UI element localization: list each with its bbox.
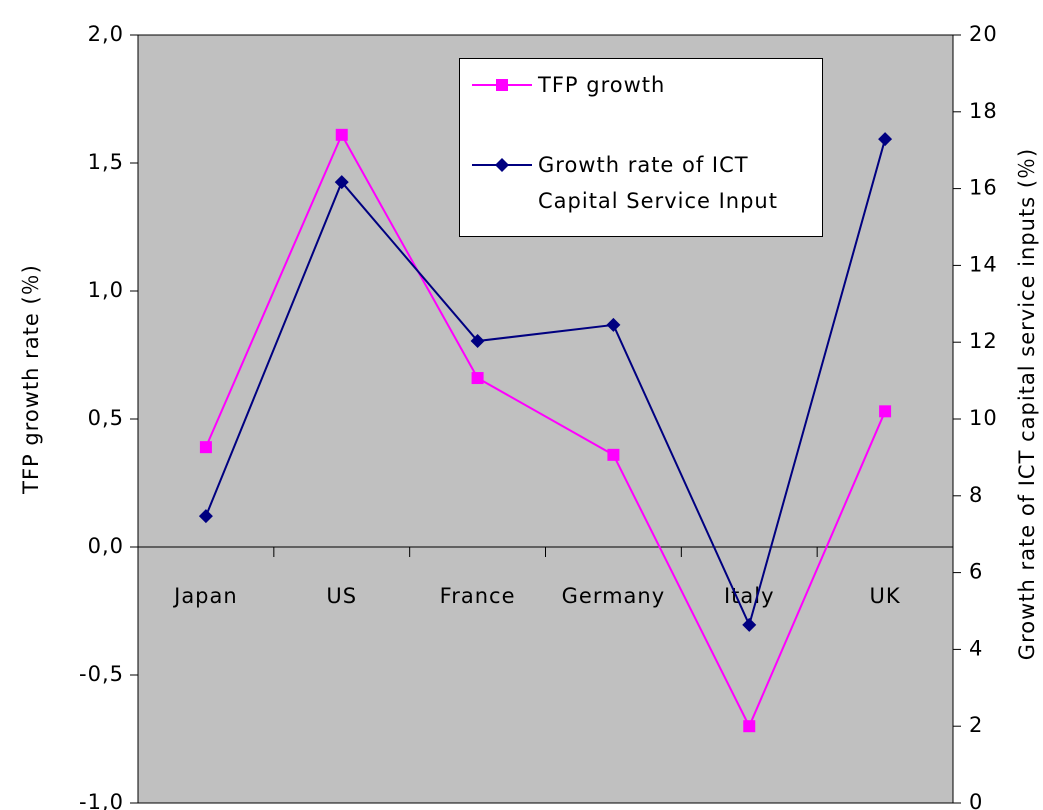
y-tick-label: -1,0 xyxy=(79,790,124,810)
legend: TFP growth Growth rate of ICT Capital Ser… xyxy=(459,58,823,237)
y2-tick-label: 16 xyxy=(969,176,998,200)
series-line xyxy=(204,138,887,628)
y2-tick-label: 2 xyxy=(969,713,983,737)
marker xyxy=(335,128,348,141)
x-tick-label: Germany xyxy=(562,584,666,608)
y-axis-label: TFP growth rate (％) xyxy=(19,264,43,495)
legend-icon xyxy=(472,79,532,91)
legend-icon xyxy=(472,158,532,172)
marker xyxy=(470,334,485,349)
marker xyxy=(879,405,892,418)
x-tick-label: Japan xyxy=(172,584,238,608)
marker xyxy=(199,441,212,454)
y-tick-label: 0,0 xyxy=(88,534,124,558)
legend-label: TFP growth xyxy=(538,73,666,97)
marker xyxy=(471,372,484,385)
y-tick-label: 2,0 xyxy=(88,22,124,46)
x-tick-label: US xyxy=(326,584,357,608)
y2-tick-label: 8 xyxy=(969,483,983,507)
legend-entry: Growth rate of ICT Capital Service Input xyxy=(470,147,823,219)
series-line xyxy=(204,132,887,729)
y2-tick-label: 10 xyxy=(969,406,998,430)
y2-tick-label: 0 xyxy=(969,790,983,810)
y2-tick-label: 14 xyxy=(969,252,998,276)
legend-entry: TFP growth xyxy=(470,67,823,103)
marker xyxy=(198,509,213,524)
y2-tick-label: 18 xyxy=(969,99,998,123)
legend-label: Growth rate of ICT Capital Service Input xyxy=(538,153,778,213)
marker xyxy=(334,175,349,190)
y-tick-label: -0,5 xyxy=(79,662,124,686)
marker xyxy=(607,448,620,461)
y2-tick-label: 12 xyxy=(969,329,998,353)
y2-tick-label: 4 xyxy=(969,636,983,660)
marker xyxy=(743,720,756,733)
y2-tick-label: 20 xyxy=(969,22,998,46)
y2-axis-label: Growth rate of ICT capital service input… xyxy=(1015,148,1039,660)
marker xyxy=(606,317,621,332)
marker xyxy=(878,132,893,147)
y-tick-label: 1,5 xyxy=(88,150,124,174)
y-tick-label: 0,5 xyxy=(88,406,124,430)
y2-tick-label: 6 xyxy=(969,560,983,584)
marker xyxy=(742,617,757,632)
y-tick-label: 1,0 xyxy=(88,278,124,302)
marker xyxy=(496,79,508,91)
x-tick-label: France xyxy=(440,584,516,608)
marker xyxy=(495,158,509,172)
x-tick-label: UK xyxy=(870,584,901,608)
